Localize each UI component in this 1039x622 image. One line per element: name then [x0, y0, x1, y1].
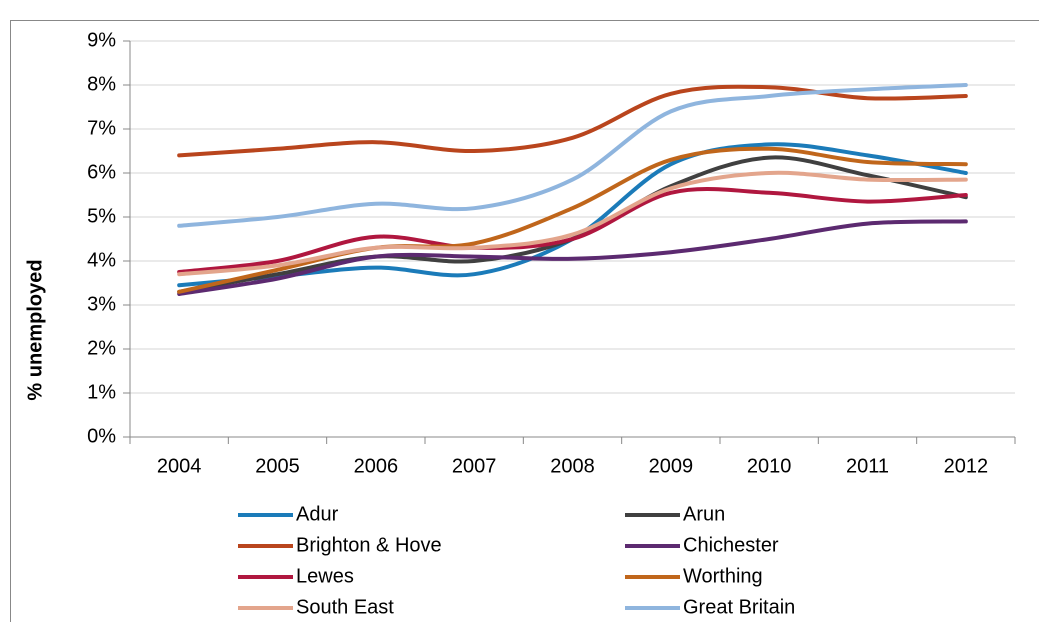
y-tick-label: 9% [87, 29, 116, 51]
legend-label: Arun [683, 503, 725, 525]
legend-label: Great Britain [683, 596, 795, 618]
legend-label: Worthing [683, 565, 763, 587]
series-line [177, 146, 968, 294]
series-line [177, 84, 968, 158]
series-line [177, 83, 968, 228]
y-tick-label: 1% [87, 381, 116, 403]
legend-label: Brighton & Hove [296, 534, 442, 556]
y-tick-label: 6% [87, 161, 116, 183]
x-tick-label: 2009 [649, 455, 694, 477]
x-tick-label: 2007 [452, 455, 497, 477]
x-tick-label: 2011 [846, 455, 889, 477]
y-tick-label: 5% [87, 205, 116, 227]
x-tick-label: 2004 [157, 455, 202, 477]
chart-border [10, 20, 1039, 622]
y-tick-label: 0% [87, 425, 116, 447]
y-tick-label: 2% [87, 337, 116, 359]
y-tick-label: 8% [87, 73, 116, 95]
series-line [177, 170, 968, 277]
y-axis-label: % unemployed [24, 259, 46, 400]
y-tick-label: 3% [87, 293, 116, 315]
legend-label: Chichester [683, 534, 779, 556]
x-tick-label: 2010 [747, 455, 792, 477]
y-tick-label: 4% [87, 249, 116, 271]
legend-label: South East [296, 596, 394, 618]
x-tick-label: 2006 [354, 455, 399, 477]
series-line [177, 187, 968, 274]
y-tick-label: 7% [87, 117, 116, 139]
x-tick-label: 2012 [944, 455, 989, 477]
series-line [177, 219, 968, 296]
legend-label: Adur [296, 503, 339, 525]
x-tick-label: 2008 [550, 455, 595, 477]
x-tick-label: 2005 [255, 455, 300, 477]
legend-label: Lewes [296, 565, 354, 587]
